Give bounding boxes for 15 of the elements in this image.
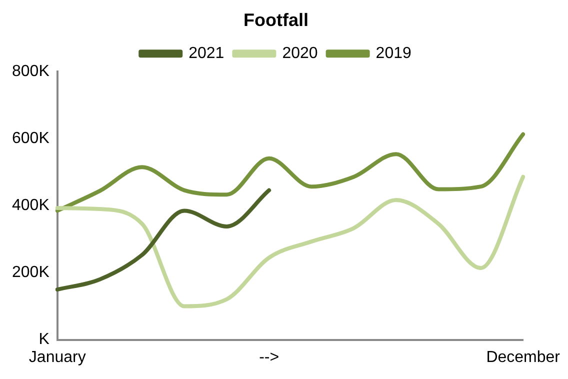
legend-label: 2021 [188,45,224,62]
y-tick-label: 800K [12,63,50,80]
x-tick-label: December [486,348,561,366]
y-tick-label: 400K [12,197,50,214]
line-series [55,188,272,292]
y-tick-label: 200K [12,264,50,282]
y-tick-label: K [38,331,50,348]
x-tick-label: --> [259,348,280,366]
chart-title: Footfall [244,10,308,30]
line-series [55,174,526,308]
x-tick-label: January [28,348,86,366]
y-tick-label: 600K [12,130,50,148]
line-series [55,132,526,213]
legend-label: 2019 [376,45,412,62]
legend-label: 2020 [282,45,318,62]
